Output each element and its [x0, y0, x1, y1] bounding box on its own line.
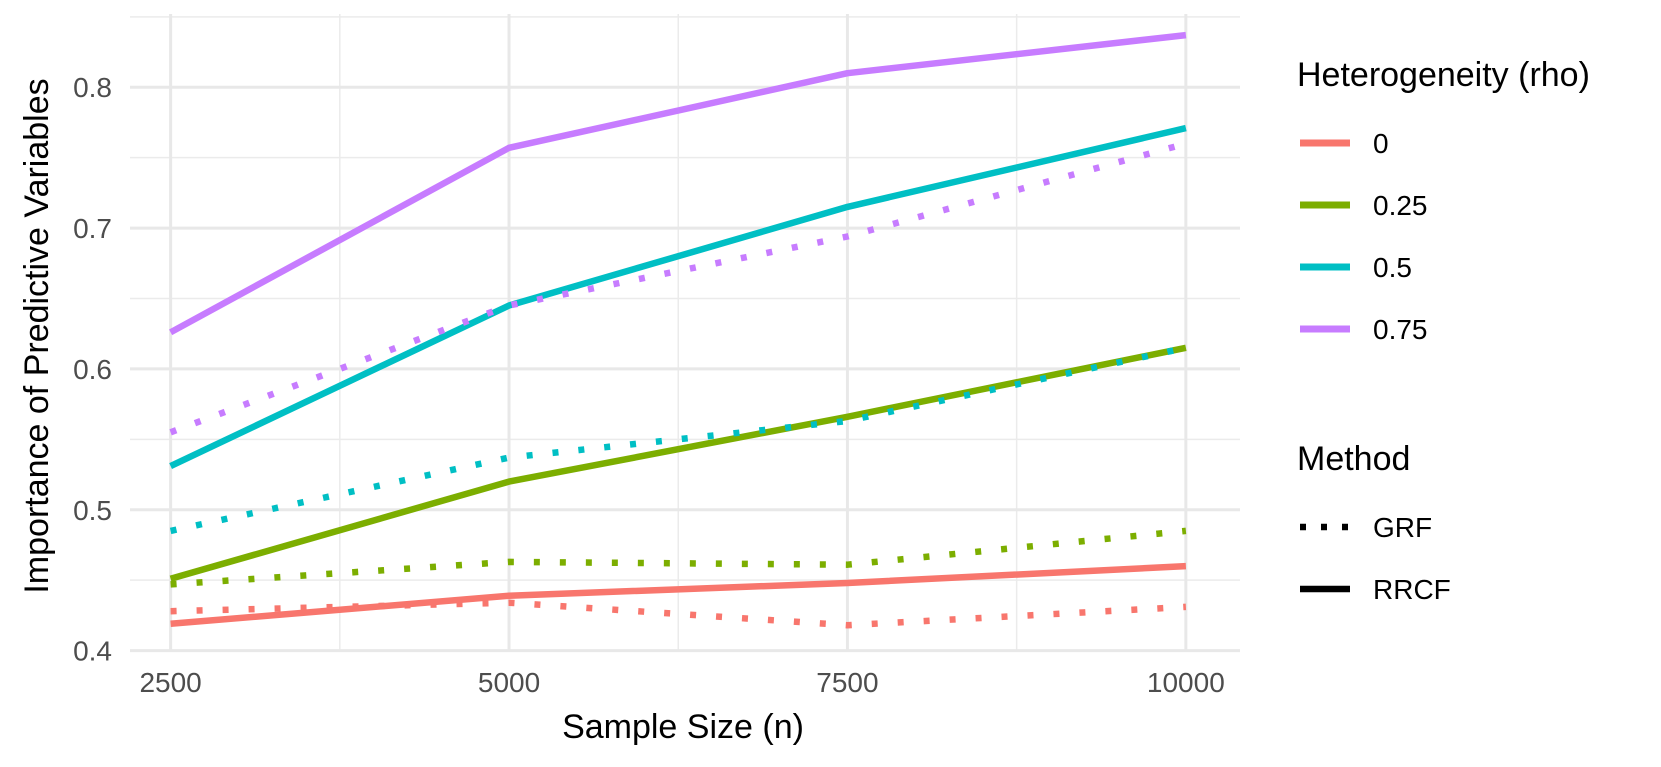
x-axis-ticks: 2500 5000 7500 10000 — [139, 667, 1224, 698]
y-tick-label: 0.4 — [73, 636, 112, 667]
legend-color-label: 0 — [1373, 128, 1389, 159]
series-line-rho-0_75-rrcf — [169, 31, 1187, 336]
series-line-rho-0_5-rrcf — [169, 124, 1187, 470]
major-gridlines — [130, 14, 1240, 653]
series-line-rho-0-rrcf — [170, 562, 1187, 628]
legend-color-label: 0.75 — [1373, 314, 1428, 345]
legend-color-title: Heterogeneity (rho) — [1297, 56, 1590, 94]
x-axis-title: Sample Size (n) — [562, 708, 804, 746]
y-tick-label: 0.5 — [73, 495, 112, 526]
x-tick-label: 10000 — [1147, 667, 1225, 698]
legend-method-label: GRF — [1373, 512, 1432, 543]
legend-method-items: GRF RRCF — [1300, 512, 1451, 605]
y-tick-label: 0.7 — [73, 213, 112, 244]
x-tick-label: 7500 — [816, 667, 878, 698]
x-tick-label: 2500 — [139, 667, 201, 698]
x-tick-label: 5000 — [478, 667, 540, 698]
series-lines — [169, 31, 1187, 629]
legend-color-items: 0 0.25 0.5 0.75 — [1300, 128, 1428, 345]
legend-method-title: Method — [1297, 440, 1410, 478]
series-line-rho-0_5-grf — [169, 344, 1187, 535]
legend-method-label: RRCF — [1373, 574, 1451, 605]
minor-gridlines — [130, 14, 1240, 652]
y-axis-title: Importance of Predictive Variables — [18, 78, 56, 593]
y-tick-label: 0.8 — [73, 72, 112, 103]
legend-color-label: 0.5 — [1373, 252, 1412, 283]
legend: Heterogeneity (rho) 00.250.50.75 Method … — [1297, 56, 1590, 605]
y-axis-ticks: 0.4 0.5 0.6 0.7 0.8 — [73, 72, 112, 666]
legend-color-label: 0.25 — [1373, 190, 1428, 221]
y-tick-label: 0.6 — [73, 354, 112, 385]
